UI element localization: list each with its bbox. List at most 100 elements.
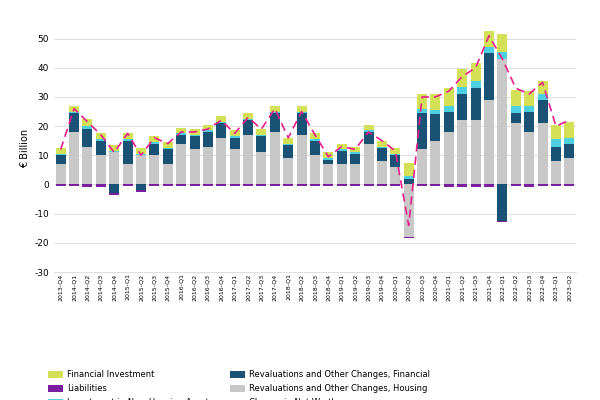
Bar <box>551 146 561 161</box>
Bar <box>163 150 173 164</box>
Bar <box>390 148 400 154</box>
Bar <box>149 155 160 184</box>
Bar <box>243 120 253 135</box>
Bar <box>176 144 186 184</box>
Bar <box>538 100 548 123</box>
Bar <box>190 150 200 184</box>
Bar <box>256 129 266 135</box>
Bar <box>524 112 534 132</box>
Bar <box>551 125 561 139</box>
Bar <box>243 135 253 184</box>
Bar <box>230 150 240 184</box>
Bar <box>457 94 467 120</box>
Bar <box>69 106 79 112</box>
Bar <box>538 123 548 184</box>
Bar <box>122 164 133 184</box>
Bar <box>310 184 320 186</box>
Bar <box>377 161 387 184</box>
Bar <box>69 113 79 132</box>
Bar <box>470 88 481 120</box>
Bar <box>163 148 173 150</box>
Bar <box>203 146 213 184</box>
Bar <box>430 94 440 110</box>
Bar <box>69 112 79 113</box>
Bar <box>470 120 481 184</box>
Bar <box>538 81 548 94</box>
Bar <box>310 134 320 139</box>
Bar <box>444 106 454 112</box>
Bar <box>270 112 280 113</box>
Bar <box>96 134 106 139</box>
Bar <box>417 109 427 113</box>
Bar <box>82 129 92 146</box>
Bar <box>430 114 440 141</box>
Bar <box>417 184 427 186</box>
Bar <box>136 190 146 192</box>
Bar <box>564 144 574 158</box>
Bar <box>296 106 307 112</box>
Bar <box>296 184 307 186</box>
Bar <box>149 142 160 144</box>
Bar <box>230 138 240 150</box>
Bar <box>404 176 414 179</box>
Bar <box>497 184 508 221</box>
Bar <box>457 69 467 87</box>
Bar <box>296 112 307 113</box>
Bar <box>377 146 387 148</box>
Bar <box>283 144 293 145</box>
Bar <box>484 47 494 53</box>
Bar <box>470 184 481 187</box>
Bar <box>270 113 280 132</box>
Bar <box>337 151 347 164</box>
Bar <box>497 221 508 222</box>
Bar <box>417 113 427 150</box>
Bar <box>310 139 320 141</box>
Bar <box>377 141 387 146</box>
Bar <box>417 94 427 109</box>
Bar <box>564 138 574 144</box>
Bar <box>190 184 200 186</box>
Bar <box>256 136 266 152</box>
Bar <box>564 122 574 138</box>
Bar <box>190 129 200 135</box>
Bar <box>176 184 186 186</box>
Bar <box>69 132 79 184</box>
Bar <box>230 184 240 186</box>
Bar <box>310 155 320 184</box>
Bar <box>230 130 240 136</box>
Bar <box>109 151 119 152</box>
Bar <box>96 141 106 155</box>
Bar <box>216 123 226 138</box>
Bar <box>364 144 374 184</box>
Bar <box>283 158 293 184</box>
Bar <box>457 184 467 187</box>
Bar <box>122 184 133 186</box>
Bar <box>96 139 106 141</box>
Bar <box>82 126 92 129</box>
Bar <box>564 184 574 186</box>
Bar <box>430 184 440 186</box>
Bar <box>243 113 253 119</box>
Bar <box>350 184 360 186</box>
Bar <box>243 184 253 186</box>
Bar <box>484 100 494 184</box>
Bar <box>283 138 293 144</box>
Bar <box>190 136 200 150</box>
Bar <box>256 184 266 186</box>
Bar <box>96 155 106 184</box>
Bar <box>82 119 92 126</box>
Bar <box>511 123 521 184</box>
Bar <box>163 164 173 184</box>
Bar <box>163 184 173 186</box>
Bar <box>323 152 334 158</box>
Bar <box>256 152 266 184</box>
Bar <box>430 141 440 184</box>
Bar <box>337 150 347 151</box>
Bar <box>109 152 119 184</box>
Bar <box>203 125 213 130</box>
Bar <box>511 113 521 123</box>
Bar <box>296 113 307 135</box>
Bar <box>390 154 400 155</box>
Bar <box>69 184 79 186</box>
Bar <box>364 125 374 130</box>
